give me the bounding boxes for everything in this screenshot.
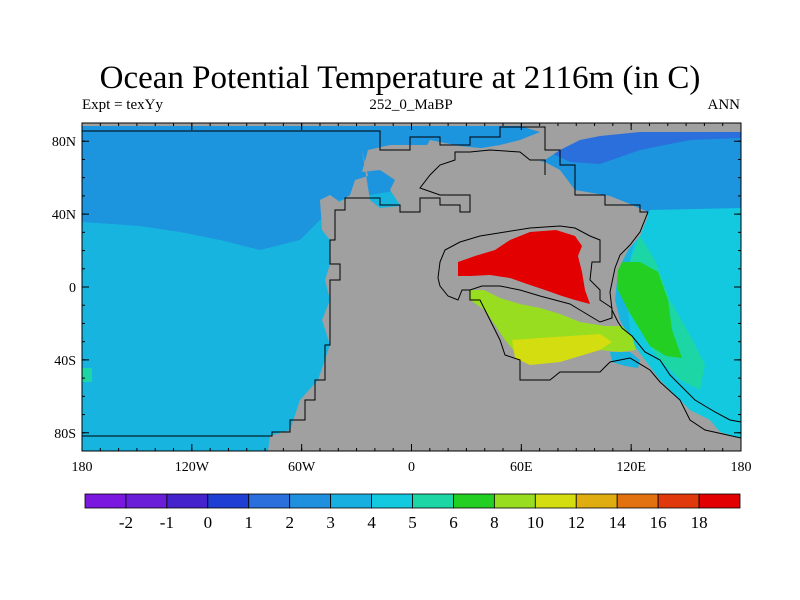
- x-axis: 180 120W 60W 0 60E 120E 180: [72, 123, 752, 475]
- x-tick-label: 180: [731, 460, 752, 475]
- colorbar-swatch: [493, 493, 536, 509]
- season-label: ANN: [707, 97, 741, 113]
- x-tick-label: 60W: [288, 460, 316, 475]
- colorbar-label: 12: [568, 513, 585, 532]
- y-tick-label: 80N: [52, 135, 76, 150]
- y-tick-label: 40N: [52, 208, 76, 223]
- colorbar-label: 8: [490, 513, 499, 532]
- colorbar-label: 2: [285, 513, 294, 532]
- x-tick-label: 120W: [175, 460, 210, 475]
- coastline-north: [82, 126, 648, 213]
- coastline-tethys-inner: [437, 225, 613, 323]
- time-period-label: 252_0_MaBP: [369, 97, 453, 113]
- y-tick-label: 80S: [54, 427, 76, 442]
- colorbar-swatch: [207, 493, 250, 509]
- experiment-label: Expt = texYy: [82, 97, 163, 113]
- colorbar-swatch: [248, 493, 291, 509]
- colorbar-label: 6: [449, 513, 458, 532]
- colorbar-label: -2: [119, 513, 133, 532]
- colorbar-swatch: [698, 493, 741, 509]
- colorbar-swatch: [289, 493, 332, 509]
- land-northern-spine: [390, 140, 648, 310]
- ocean-field-cyan-tethys-south: [610, 352, 640, 368]
- colorbar-label: -1: [160, 513, 174, 532]
- colorbar-label: 5: [408, 513, 417, 532]
- colorbar-swatch: [330, 493, 372, 509]
- colorbar-label: 16: [650, 513, 667, 532]
- colorbar-label: 14: [609, 513, 627, 532]
- coastlines: [82, 126, 742, 439]
- x-tick-label: 0: [408, 460, 415, 475]
- colorbar-label: 18: [691, 513, 708, 532]
- colorbar-label: 4: [367, 513, 376, 532]
- colorbar-swatch: [575, 493, 618, 509]
- colorbar-swatch: [453, 493, 495, 509]
- colorbar-swatch: [534, 493, 577, 509]
- colorbar-swatch: [125, 493, 168, 509]
- land-pangaea: [82, 123, 741, 180]
- colorbar-label: 3: [326, 513, 335, 532]
- colorbar-swatch: [84, 493, 127, 509]
- ocean-field-teal-west-patch: [82, 368, 92, 382]
- x-tick-label: 120E: [616, 460, 646, 475]
- tethys-yellow-pool: [512, 334, 612, 365]
- tethys-red-warm-pool: [458, 230, 590, 304]
- y-axis: 80N 40N 0 40S 80S: [52, 122, 741, 452]
- colorbar-swatch: [412, 493, 454, 509]
- colorbar-swatch: [616, 493, 659, 509]
- y-tick-label: 40S: [54, 354, 76, 369]
- x-tick-label: 180: [72, 460, 93, 475]
- colorbar-label: 1: [245, 513, 254, 532]
- y-tick-label: 0: [69, 281, 76, 296]
- map-title: Ocean Potential Temperature at 2116m (in…: [99, 60, 701, 96]
- colorbar-label: 0: [204, 513, 213, 532]
- coastline-tethys-south: [469, 290, 742, 439]
- coastline-east: [609, 211, 742, 423]
- colorbar-swatch: [166, 493, 209, 509]
- colorbar-label: 10: [527, 513, 544, 532]
- coastline-west-continent: [82, 197, 372, 437]
- colorbar-swatch: [371, 493, 413, 509]
- ocean-field-green-east: [618, 262, 682, 358]
- colorbar-swatch: [657, 493, 700, 509]
- coastline-inner-north: [372, 149, 546, 213]
- colorbar: -2 -1 0 1 2 3 4 5 6 8 10 12 14 16 18: [84, 493, 741, 532]
- x-tick-label: 60E: [510, 460, 533, 475]
